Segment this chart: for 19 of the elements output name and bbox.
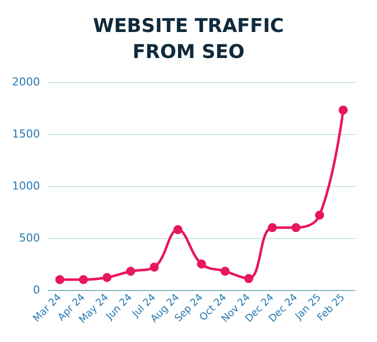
point [102,273,112,282]
point [173,225,182,234]
point [315,210,324,220]
point [197,260,206,268]
point [268,223,277,232]
point [78,275,88,284]
point [338,106,348,115]
y-tick-label: 1000 [12,180,40,192]
y-tick-label: 0 [33,284,40,296]
y-tick-label: 1500 [12,128,40,140]
y-tick-label: 500 [19,232,40,244]
chart-title: WEBSITE TRAFFIC FROM SEO [93,15,284,63]
point [291,223,300,232]
point [55,275,64,284]
point [126,266,136,276]
point [220,266,230,276]
point [150,262,159,272]
point [244,274,254,284]
y-tick-label: 2000 [12,76,40,88]
